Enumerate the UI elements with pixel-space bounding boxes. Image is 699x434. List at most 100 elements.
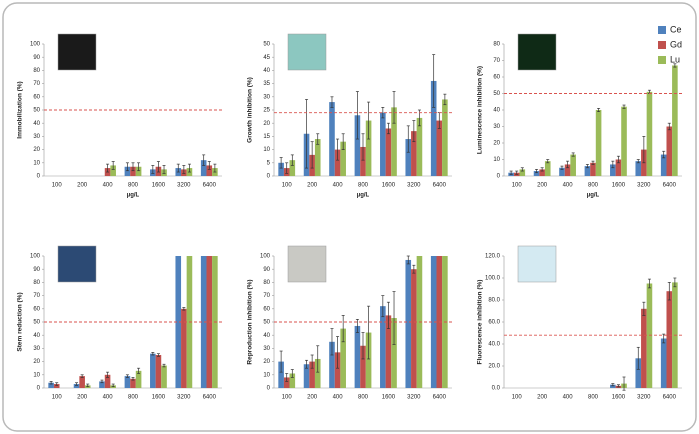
bar xyxy=(110,165,116,176)
error-bar xyxy=(131,162,135,172)
legend-swatch xyxy=(658,56,666,64)
y-tick-label: 30 xyxy=(263,346,270,352)
error-bar xyxy=(597,107,601,113)
bar xyxy=(672,65,678,176)
bar xyxy=(360,345,366,388)
y-tick-label: 10 xyxy=(33,372,40,378)
legend-swatch xyxy=(658,26,666,34)
error-bar xyxy=(341,315,345,343)
y-tick-label: 90 xyxy=(33,55,40,61)
x-tick-label: 6400 xyxy=(663,395,677,401)
bar xyxy=(610,164,616,176)
bar xyxy=(533,171,540,176)
bar xyxy=(442,99,448,176)
y-tick-label: 50 xyxy=(263,42,270,48)
bar xyxy=(161,365,167,388)
bar xyxy=(334,149,341,176)
error-bar xyxy=(86,383,90,388)
error-bar xyxy=(381,295,385,318)
specimen-image xyxy=(57,245,97,283)
x-tick-label: 6400 xyxy=(203,183,217,189)
y-tick-label: 0.0 xyxy=(492,386,501,392)
y-tick-label: 60 xyxy=(33,94,40,100)
error-bar xyxy=(111,383,115,388)
x-tick-label: 400 xyxy=(333,395,344,401)
error-bar xyxy=(285,162,289,174)
bar xyxy=(314,358,321,388)
error-bar xyxy=(279,350,283,373)
bar xyxy=(365,332,372,388)
y-tick-label: 10 xyxy=(263,147,270,153)
y-tick-label: 0 xyxy=(267,386,271,392)
x-tick-label: 800 xyxy=(128,395,139,401)
y-tick-label: 100 xyxy=(30,42,41,48)
bar xyxy=(646,91,653,176)
error-bar xyxy=(673,63,677,68)
bar xyxy=(283,377,290,388)
y-tick-label: 70 xyxy=(33,293,40,299)
y-tick-label: 25 xyxy=(263,108,270,114)
x-tick-label: 6400 xyxy=(203,395,217,401)
y-tick-label: 30 xyxy=(33,134,40,140)
y-tick-label: 80 xyxy=(263,280,270,286)
error-bar xyxy=(125,374,129,378)
y-tick-label: 40 xyxy=(493,108,500,114)
bar xyxy=(48,382,54,388)
x-tick-label: 1600 xyxy=(612,395,626,401)
y-tick-label: 40 xyxy=(33,121,40,127)
bar xyxy=(380,306,386,388)
y-tick-label: 60 xyxy=(33,306,40,312)
error-bar xyxy=(355,319,359,333)
bar xyxy=(666,291,673,388)
bar xyxy=(635,161,642,176)
legend-label: Gd xyxy=(670,39,682,49)
bar xyxy=(411,269,417,388)
bar xyxy=(99,381,105,388)
bar xyxy=(391,318,397,388)
bar xyxy=(289,373,296,388)
bar xyxy=(411,131,417,176)
bar xyxy=(360,146,366,176)
y-tick-label: 60 xyxy=(493,75,500,81)
error-bar xyxy=(509,170,513,175)
x-tick-label: 3200 xyxy=(407,183,421,189)
bar xyxy=(340,328,346,388)
specimen-image xyxy=(287,245,327,283)
error-bar xyxy=(310,354,314,369)
error-bar xyxy=(316,345,320,373)
y-axis-title: Growth inhibition (%) xyxy=(247,77,254,143)
y-tick-label: 10 xyxy=(263,372,270,378)
bar xyxy=(564,164,571,176)
error-bar xyxy=(381,107,385,119)
bar xyxy=(79,376,85,388)
error-bar xyxy=(667,282,671,301)
y-tick-label: 35 xyxy=(263,81,270,87)
legend-swatch xyxy=(658,41,666,49)
y-tick-label: 20 xyxy=(493,141,500,147)
bar xyxy=(416,117,423,176)
bar xyxy=(391,107,397,176)
bar xyxy=(436,120,443,176)
y-tick-label: 30 xyxy=(493,124,500,130)
bar xyxy=(334,352,341,388)
x-tick-label: 1600 xyxy=(612,183,626,189)
x-axis-title: µg/L xyxy=(127,193,140,199)
y-tick-label: 50 xyxy=(33,108,40,114)
error-bar xyxy=(546,159,550,164)
x-tick-label: 100 xyxy=(52,183,63,189)
y-tick-label: 80.0 xyxy=(488,298,500,304)
error-bar xyxy=(80,374,84,378)
y-tick-label: 10 xyxy=(493,157,500,163)
bar xyxy=(646,283,653,388)
bar xyxy=(430,80,437,176)
error-bar xyxy=(310,141,314,169)
bar xyxy=(124,166,131,176)
x-tick-label: 800 xyxy=(358,395,369,401)
error-bar xyxy=(100,379,104,384)
y-tick-label: 40 xyxy=(33,333,40,339)
error-bar xyxy=(341,133,345,150)
error-bar xyxy=(305,99,309,169)
y-axis-title: Reproduction inhibition (%) xyxy=(247,279,254,364)
x-tick-label: 400 xyxy=(103,395,114,401)
